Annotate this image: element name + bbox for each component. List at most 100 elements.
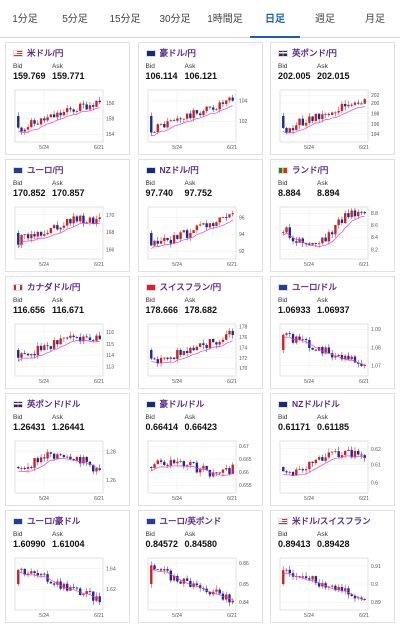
pair-name[interactable]: ユーロ/ドル [292,282,337,292]
tab-0[interactable]: 1分足 [12,14,38,25]
candle-body [75,111,79,112]
y-tick-label: 1.28 [106,449,116,455]
y-tick-label: 168 [106,230,115,236]
candle-body [49,452,53,454]
candle-body [291,573,295,577]
price-chart[interactable]: 0.91 0.9 0.89 5/24 6/21 [278,554,391,619]
tab-7[interactable]: 月足 [365,14,385,25]
price-chart[interactable]: 8.8 8.6 8.4 8.2 5/24 6/21 [278,203,391,268]
rate-card[interactable]: NZドル/円 Bid Ask 97.740 97.752 96 94 92 5/24 6… [137,159,263,272]
candle-body [33,458,36,468]
candle-body [152,565,156,570]
candle-body [165,569,169,571]
candle-body [162,123,165,128]
rate-card[interactable]: ユーロ/豪ドル Bid Ask 1.60990 1.61004 1.64 1.62… [5,510,130,623]
pair-name[interactable]: ユーロ/円 [27,165,64,175]
pair-name[interactable]: 米ドル/スイスフラン [292,516,371,526]
candle-body [191,230,195,234]
rate-card[interactable]: ユーロ/円 Bid Ask 170.852 170.857 170 168 166 5… [5,159,130,272]
ask-value: 1.26441 [52,422,85,432]
bid-value: 202.005 [278,71,311,81]
candle-body [198,224,201,226]
price-chart[interactable]: 0.86 0.85 0.84 5/24 6/21 [146,554,259,619]
price-chart[interactable]: 1.09 1.08 1.07 5/24 6/21 [278,320,391,385]
pair-name[interactable]: カナダドル/円 [27,282,81,292]
price-chart[interactable]: 0.67 0.665 0.66 0.655 5/24 6/21 [146,437,259,502]
candle-body [195,462,198,473]
tab-1[interactable]: 5分足 [62,14,88,25]
pair-name[interactable]: 豪ドル/円 [159,48,196,58]
pair-name[interactable]: ユーロ/豪ドル [27,516,81,526]
plot-area [279,206,369,260]
candle-body [33,234,36,237]
candle-body [317,113,321,120]
candle-body [165,121,169,128]
moving-average-line [150,465,233,476]
candle-body [149,350,152,359]
x-tick-label: 6/21 [94,613,104,619]
ask-value: 0.84580 [184,539,218,549]
y-tick-label: 0.91 [371,564,381,570]
tab-3[interactable]: 30分足 [159,14,191,25]
price-chart[interactable]: 0.62 0.61 0.6 5/24 6/21 [278,437,391,502]
candle-body [350,356,353,360]
tab-4[interactable]: 1時間足 [207,14,243,25]
rate-card[interactable]: カナダドル/円 Bid Ask 116.656 116.671 116 115 11… [5,276,130,389]
pair-name[interactable]: 英ポンド/円 [292,48,337,58]
candle-body [62,583,66,589]
rate-card[interactable]: 豪ドル/円 Bid Ask 106.114 106.121 104 102 5/24… [137,42,263,155]
plot-area [14,440,104,494]
bid-value: 8.884 [278,188,301,198]
candle-body [49,114,53,118]
rate-card[interactable]: 英ポンド/ドル Bid Ask 1.26431 1.26441 1.28 1.26… [5,393,130,506]
price-chart[interactable]: 96 94 92 5/24 6/21 [146,203,259,268]
y-tick-label: 166 [106,248,115,254]
price-chart[interactable]: 1.28 1.26 5/24 6/21 [13,437,126,502]
price-chart[interactable]: 170 168 166 5/24 6/21 [13,203,126,268]
moving-average-line [18,340,100,362]
candle-body [78,337,82,342]
moving-average-line [150,340,233,364]
tab-2[interactable]: 15分足 [109,14,141,25]
pair-name[interactable]: 英ポンド/ドル [27,399,81,409]
candle-body [304,469,308,471]
candle-body [334,585,337,591]
rate-card[interactable]: ユーロ/英ポンド Bid Ask 0.84572 0.84580 0.86 0.8… [137,510,263,623]
price-chart[interactable]: 202 200 198 196 194 5/24 6/21 [278,86,391,151]
rate-card[interactable]: 豪ドル/ドル Bid Ask 0.66414 0.66423 0.67 0.665… [137,393,263,506]
candle-body [65,337,69,339]
pair-name[interactable]: 豪ドル/ドル [159,399,205,409]
candle-body [282,467,285,472]
pair-name[interactable]: NZドル/円 [159,165,199,175]
candle-body [327,347,331,354]
tab-6[interactable]: 週足 [315,14,335,25]
pair-name[interactable]: ユーロ/英ポンド [159,516,222,526]
rate-card[interactable]: NZドル/ドル Bid Ask 0.61171 0.61185 0.62 0.61… [270,393,395,506]
pair-name[interactable]: NZドル/ドル [292,399,340,409]
pair-name[interactable]: スイスフラン/円 [159,282,222,292]
rate-card[interactable]: 英ポンド/円 Bid Ask 202.005 202.015 202 200 198… [270,42,395,155]
rate-card[interactable]: ランド/円 Bid Ask 8.884 8.894 8.8 8.6 8.4 8.2 5/… [270,159,395,272]
rate-card[interactable]: 米ドル/円 Bid Ask 159.769 159.771 156 158 154 5… [5,42,130,155]
pair-name[interactable]: 米ドル/円 [27,48,64,58]
price-chart[interactable]: 178 176 174 172 170 5/24 6/21 [146,320,259,385]
candle-body [92,105,95,107]
price-chart[interactable]: 156 158 154 5/24 6/21 [13,86,126,151]
plot-area [147,323,236,377]
candle-body [224,217,227,218]
card-header: スイスフラン/円 [145,281,222,293]
candle-body [69,219,72,224]
price-chart[interactable]: 116 115 114 113 5/24 6/21 [13,320,126,385]
price-chart[interactable]: 1.64 1.62 5/24 6/21 [13,554,126,619]
candle-body [340,586,344,591]
candle-body [62,337,66,339]
rate-card[interactable]: スイスフラン/円 Bid Ask 178.666 178.682 178 176 1… [137,276,263,389]
card-header: 豪ドル/ドル [145,398,205,410]
candle-body [285,333,288,335]
rate-card[interactable]: 米ドル/スイスフラン Bid Ask 0.89413 0.89428 0.91 0… [270,510,395,623]
tab-5[interactable]: 日足 [250,0,300,38]
pair-name[interactable]: ランド/円 [292,165,329,175]
rate-card[interactable]: ユーロ/ドル Bid Ask 1.06933 1.06937 1.09 1.08 1… [270,276,395,389]
price-chart[interactable]: 104 102 5/24 6/21 [146,86,259,151]
candle-body [98,596,101,603]
